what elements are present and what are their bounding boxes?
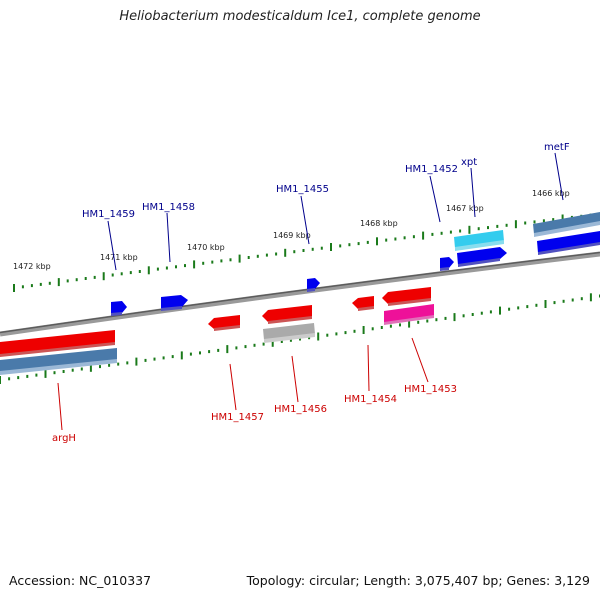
gene-xpt[interactable] — [454, 230, 504, 251]
gene-HM1_1456[interactable] — [262, 305, 312, 324]
scale-label-1469: 1469 kbp — [273, 231, 311, 240]
gene-label-HM1_1457[interactable]: HM1_1457 — [211, 412, 264, 423]
gene-label-argH[interactable]: argH — [52, 433, 76, 444]
rna-steelblue-upper[interactable] — [533, 212, 600, 237]
gene-argH[interactable] — [0, 330, 115, 357]
gene-red-upper-right[interactable] — [382, 287, 431, 306]
genome-backbone — [0, 251, 600, 337]
gene-metF[interactable] — [537, 231, 600, 255]
scale-label-1470: 1470 kbp — [187, 243, 225, 252]
gene-label-xpt[interactable]: xpt — [461, 157, 477, 168]
scale-label-1467: 1467 kbp — [446, 204, 484, 213]
gene-label-HM1_1455[interactable]: HM1_1455 — [276, 184, 329, 195]
gene-unlabeled-plus[interactable] — [457, 247, 507, 267]
gene-label-metF[interactable]: metF — [544, 142, 570, 153]
gene-HM1_1455[interactable] — [307, 278, 320, 292]
genome-summary-text: Topology: circular; Length: 3,075,407 bp… — [246, 573, 590, 588]
gene-HM1_1458[interactable] — [161, 295, 188, 311]
leader-lines — [57, 152, 564, 431]
gene-label-HM1_1454[interactable]: HM1_1454 — [344, 394, 397, 405]
gene-label-HM1_1456[interactable]: HM1_1456 — [274, 404, 327, 415]
rna-steelblue-lower[interactable] — [0, 348, 117, 375]
gene-HM1_1454[interactable] — [352, 296, 374, 311]
gene-HM1_1459[interactable] — [111, 301, 127, 316]
gene-label-HM1_1453[interactable]: HM1_1453 — [404, 384, 457, 395]
map-title: Heliobacterium modesticaldum Ice1, compl… — [119, 9, 481, 24]
gene-HM1_1456-grey[interactable] — [263, 323, 315, 343]
gene-HM1_1453[interactable] — [384, 304, 434, 325]
scale-label-1468: 1468 kbp — [360, 219, 398, 228]
scale-label-1471: 1471 kbp — [100, 253, 138, 262]
gene-label-HM1_1459[interactable]: HM1_1459 — [82, 209, 135, 220]
gene-label-HM1_1452[interactable]: HM1_1452 — [405, 164, 458, 175]
scale-label-1472: 1472 kbp — [13, 262, 51, 271]
gene-HM1_1457[interactable] — [208, 315, 240, 331]
scale-label-1466: 1466 kbp — [532, 189, 570, 198]
gene-HM1_1452[interactable] — [440, 257, 454, 271]
gene-label-HM1_1458[interactable]: HM1_1458 — [142, 202, 195, 213]
accession-text: Accession: NC_010337 — [9, 573, 152, 588]
tick-track-outer — [13, 212, 600, 292]
